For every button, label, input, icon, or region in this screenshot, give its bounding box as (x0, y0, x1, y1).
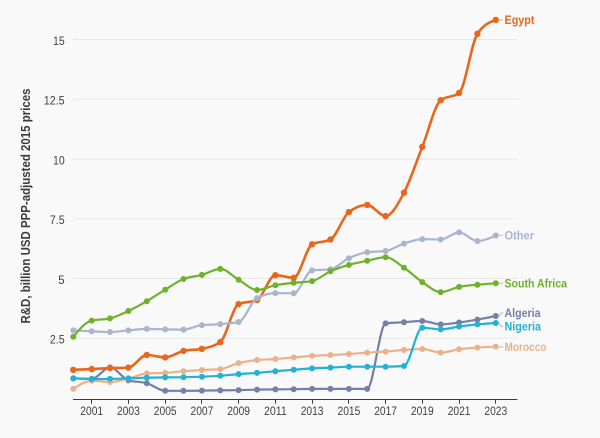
svg-text:12.5: 12.5 (44, 94, 65, 108)
svg-text:10: 10 (53, 153, 65, 167)
svg-text:7.5: 7.5 (50, 213, 65, 227)
svg-text:Algeria: Algeria (505, 306, 541, 320)
svg-text:2005: 2005 (154, 404, 177, 418)
svg-text:2011: 2011 (264, 404, 287, 418)
svg-text:2017: 2017 (374, 404, 397, 418)
svg-text:2015: 2015 (338, 404, 361, 418)
svg-text:2003: 2003 (117, 404, 140, 418)
svg-text:2013: 2013 (301, 404, 324, 418)
svg-text:2001: 2001 (80, 404, 103, 418)
svg-text:15: 15 (53, 34, 65, 48)
svg-text:2021: 2021 (448, 404, 471, 418)
svg-text:Other: Other (505, 229, 535, 243)
svg-text:R&D, billion USD PPP-adjusted: R&D, billion USD PPP-adjusted 2015 price… (18, 89, 33, 324)
svg-text:2023: 2023 (484, 404, 507, 418)
svg-text:2019: 2019 (411, 404, 434, 418)
svg-text:Egypt: Egypt (505, 13, 535, 27)
svg-text:5: 5 (58, 273, 65, 287)
svg-text:Nigeria: Nigeria (505, 320, 542, 334)
svg-text:South Africa: South Africa (505, 277, 568, 291)
svg-text:Morocco: Morocco (505, 340, 547, 354)
svg-text:2.5: 2.5 (50, 333, 65, 347)
svg-text:2009: 2009 (227, 404, 250, 418)
svg-text:2007: 2007 (191, 404, 214, 418)
